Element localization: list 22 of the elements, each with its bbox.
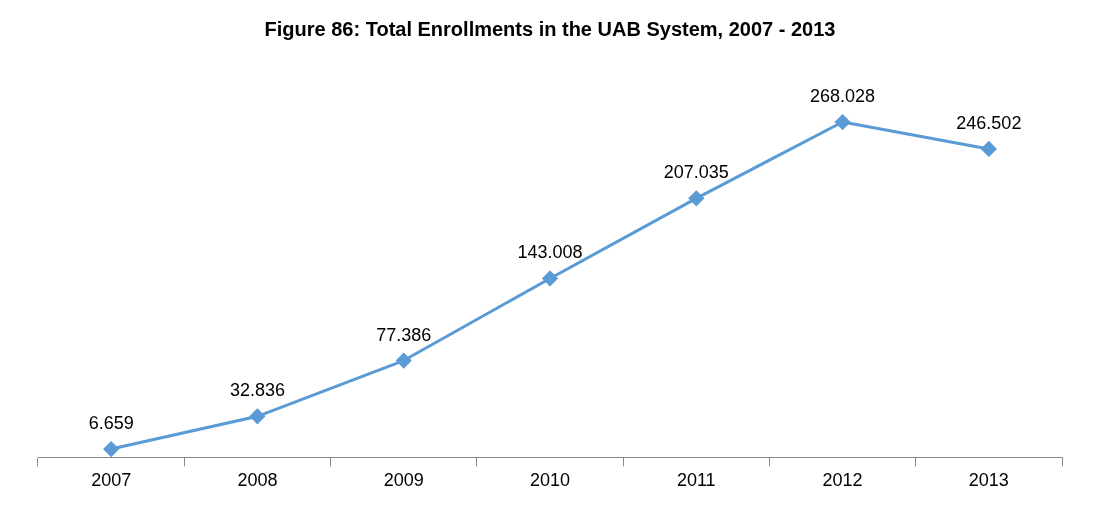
data-label: 32.836 [229,380,285,401]
point [249,408,265,424]
point [103,441,119,457]
x-tick-label: 2012 [822,470,863,491]
data-label: 77.386 [376,324,432,345]
data-label: 207.035 [663,162,729,183]
x-tick-label: 2009 [383,470,424,491]
point [396,353,412,369]
data-label: 246.502 [956,112,1022,133]
point [981,141,997,157]
point [542,270,558,286]
x-tick-label: 2013 [968,470,1009,491]
x-tick-label: 2011 [676,470,716,491]
data-label: 268.028 [810,85,876,106]
chart-title: Figure 86: Total Enrollments in the UAB System, 2007 - 2013 [264,17,836,40]
x-tick-label: 2010 [529,470,571,491]
data-label: 6.659 [88,413,134,434]
data-label: 143.008 [517,242,583,263]
point [835,114,851,130]
point [688,190,704,206]
x-tick-label: 2008 [237,470,278,491]
x-tick-label: 2007 [91,470,132,491]
